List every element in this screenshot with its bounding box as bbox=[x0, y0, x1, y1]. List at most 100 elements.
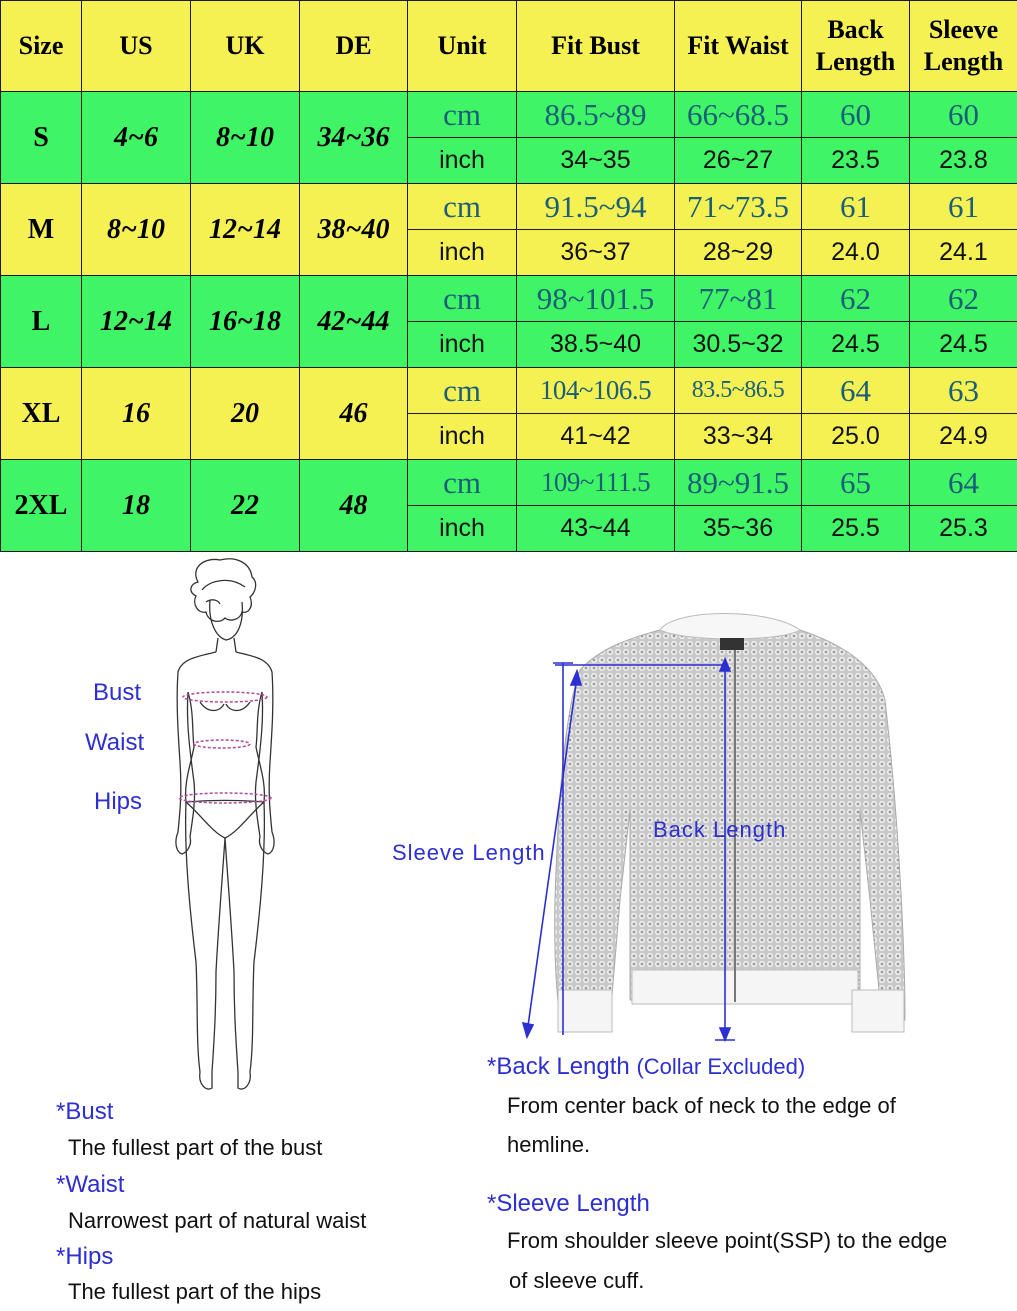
waist-cm: 77~81 bbox=[675, 276, 802, 322]
back-length-title-text: *Back Length bbox=[487, 1053, 630, 1080]
size-label: XL bbox=[1, 368, 82, 460]
waist-definition-text: Narrowest part of natural waist bbox=[68, 1202, 366, 1240]
table-row: L 12~14 16~18 42~44 cm 98~101.5 77~81 62… bbox=[1, 276, 1017, 322]
size-label: L bbox=[1, 276, 82, 368]
back-length-definition-line1: From center back of neck to the edge of bbox=[507, 1087, 896, 1125]
unit-cm: cm bbox=[408, 92, 517, 138]
header-back-length: Back Length bbox=[802, 1, 910, 92]
unit-inch: inch bbox=[408, 414, 517, 460]
waist-figure-label: Waist bbox=[85, 729, 144, 757]
unit-inch: inch bbox=[408, 138, 517, 184]
bust-cm: 86.5~89 bbox=[517, 92, 675, 138]
header-fit-bust: Fit Bust bbox=[517, 1, 675, 92]
waist-definition-title: *Waist bbox=[56, 1171, 124, 1199]
table-row: XL 16 20 46 cm 104~106.5 83.5~86.5 64 63 bbox=[1, 368, 1017, 414]
sleeve-length-definition-line1: From shoulder sleeve point(SSP) to the e… bbox=[507, 1222, 947, 1260]
back-length-note: (Collar Excluded) bbox=[636, 1054, 805, 1079]
de-size: 34~36 bbox=[300, 92, 408, 184]
back-inch: 24.5 bbox=[802, 322, 910, 368]
us-size: 8~10 bbox=[82, 184, 191, 276]
bust-definition-text: The fullest part of the bust bbox=[68, 1129, 322, 1167]
measurement-arrows bbox=[515, 655, 745, 1045]
header-back-length-text: Back Length bbox=[816, 15, 895, 77]
back-cm: 60 bbox=[802, 92, 910, 138]
bust-cm: 109~111.5 bbox=[517, 460, 675, 506]
back-inch: 25.5 bbox=[802, 506, 910, 552]
back-cm: 62 bbox=[802, 276, 910, 322]
waist-inch: 26~27 bbox=[675, 138, 802, 184]
back-length-annotation: Back Length bbox=[653, 817, 786, 843]
uk-size: 16~18 bbox=[191, 276, 300, 368]
sleeve-inch: 25.3 bbox=[910, 506, 1017, 552]
sleeve-cm: 60 bbox=[910, 92, 1017, 138]
bust-inch: 34~35 bbox=[517, 138, 675, 184]
uk-size: 12~14 bbox=[191, 184, 300, 276]
sleeve-length-definition-line2: of sleeve cuff. bbox=[509, 1262, 644, 1300]
header-de: DE bbox=[300, 1, 408, 92]
bust-inch: 36~37 bbox=[517, 230, 675, 276]
de-size: 42~44 bbox=[300, 276, 408, 368]
bust-cm: 98~101.5 bbox=[517, 276, 675, 322]
bust-inch: 41~42 bbox=[517, 414, 675, 460]
sleeve-cm: 64 bbox=[910, 460, 1017, 506]
header-fit-waist: Fit Waist bbox=[675, 1, 802, 92]
back-cm: 64 bbox=[802, 368, 910, 414]
bust-figure-label: Bust bbox=[93, 679, 141, 707]
uk-size: 20 bbox=[191, 368, 300, 460]
sleeve-inch: 23.8 bbox=[910, 138, 1017, 184]
sleeve-cm: 62 bbox=[910, 276, 1017, 322]
back-inch: 24.0 bbox=[802, 230, 910, 276]
back-length-definition-title: *Back Length (Collar Excluded) bbox=[487, 1053, 805, 1081]
de-size: 48 bbox=[300, 460, 408, 552]
bust-inch: 38.5~40 bbox=[517, 322, 675, 368]
sleeve-length-definition-title: *Sleeve Length bbox=[487, 1190, 650, 1218]
header-unit: Unit bbox=[408, 1, 517, 92]
back-cm: 61 bbox=[802, 184, 910, 230]
waist-cm: 71~73.5 bbox=[675, 184, 802, 230]
de-size: 46 bbox=[300, 368, 408, 460]
unit-inch: inch bbox=[408, 506, 517, 552]
sleeve-length-annotation: Sleeve Length bbox=[392, 840, 546, 866]
waist-inch: 35~36 bbox=[675, 506, 802, 552]
sleeve-inch: 24.9 bbox=[910, 414, 1017, 460]
unit-inch: inch bbox=[408, 230, 517, 276]
unit-cm: cm bbox=[408, 460, 517, 506]
unit-cm: cm bbox=[408, 276, 517, 322]
bust-inch: 43~44 bbox=[517, 506, 675, 552]
header-size: Size bbox=[1, 1, 82, 92]
us-size: 18 bbox=[82, 460, 191, 552]
size-label: S bbox=[1, 92, 82, 184]
us-size: 12~14 bbox=[82, 276, 191, 368]
table-row: M 8~10 12~14 38~40 cm 91.5~94 71~73.5 61… bbox=[1, 184, 1017, 230]
header-us: US bbox=[82, 1, 191, 92]
unit-cm: cm bbox=[408, 184, 517, 230]
uk-size: 8~10 bbox=[191, 92, 300, 184]
header-sleeve-length-text: Sleeve Length bbox=[924, 15, 1003, 77]
waist-inch: 33~34 bbox=[675, 414, 802, 460]
us-size: 16 bbox=[82, 368, 191, 460]
waist-cm: 89~91.5 bbox=[675, 460, 802, 506]
hips-definition-title: *Hips bbox=[56, 1243, 113, 1271]
sleeve-inch: 24.5 bbox=[910, 322, 1017, 368]
hips-figure-label: Hips bbox=[94, 788, 142, 816]
waist-inch: 30.5~32 bbox=[675, 322, 802, 368]
back-inch: 25.0 bbox=[802, 414, 910, 460]
bust-cm: 104~106.5 bbox=[517, 368, 675, 414]
hips-definition-text: The fullest part of the hips bbox=[68, 1273, 321, 1311]
sleeve-cm: 61 bbox=[910, 184, 1017, 230]
uk-size: 22 bbox=[191, 460, 300, 552]
header-sleeve-length: Sleeve Length bbox=[910, 1, 1017, 92]
de-size: 38~40 bbox=[300, 184, 408, 276]
back-cm: 65 bbox=[802, 460, 910, 506]
size-label: 2XL bbox=[1, 460, 82, 552]
waist-inch: 28~29 bbox=[675, 230, 802, 276]
us-size: 4~6 bbox=[82, 92, 191, 184]
size-label: M bbox=[1, 184, 82, 276]
bust-definition-title: *Bust bbox=[56, 1098, 113, 1126]
body-outline-figure bbox=[150, 552, 300, 1097]
waist-cm: 83.5~86.5 bbox=[675, 368, 802, 414]
size-chart-table: Size US UK DE Unit Fit Bust Fit Waist Ba… bbox=[0, 0, 1017, 552]
unit-cm: cm bbox=[408, 368, 517, 414]
table-row: S 4~6 8~10 34~36 cm 86.5~89 66~68.5 60 6… bbox=[1, 92, 1017, 138]
back-inch: 23.5 bbox=[802, 138, 910, 184]
